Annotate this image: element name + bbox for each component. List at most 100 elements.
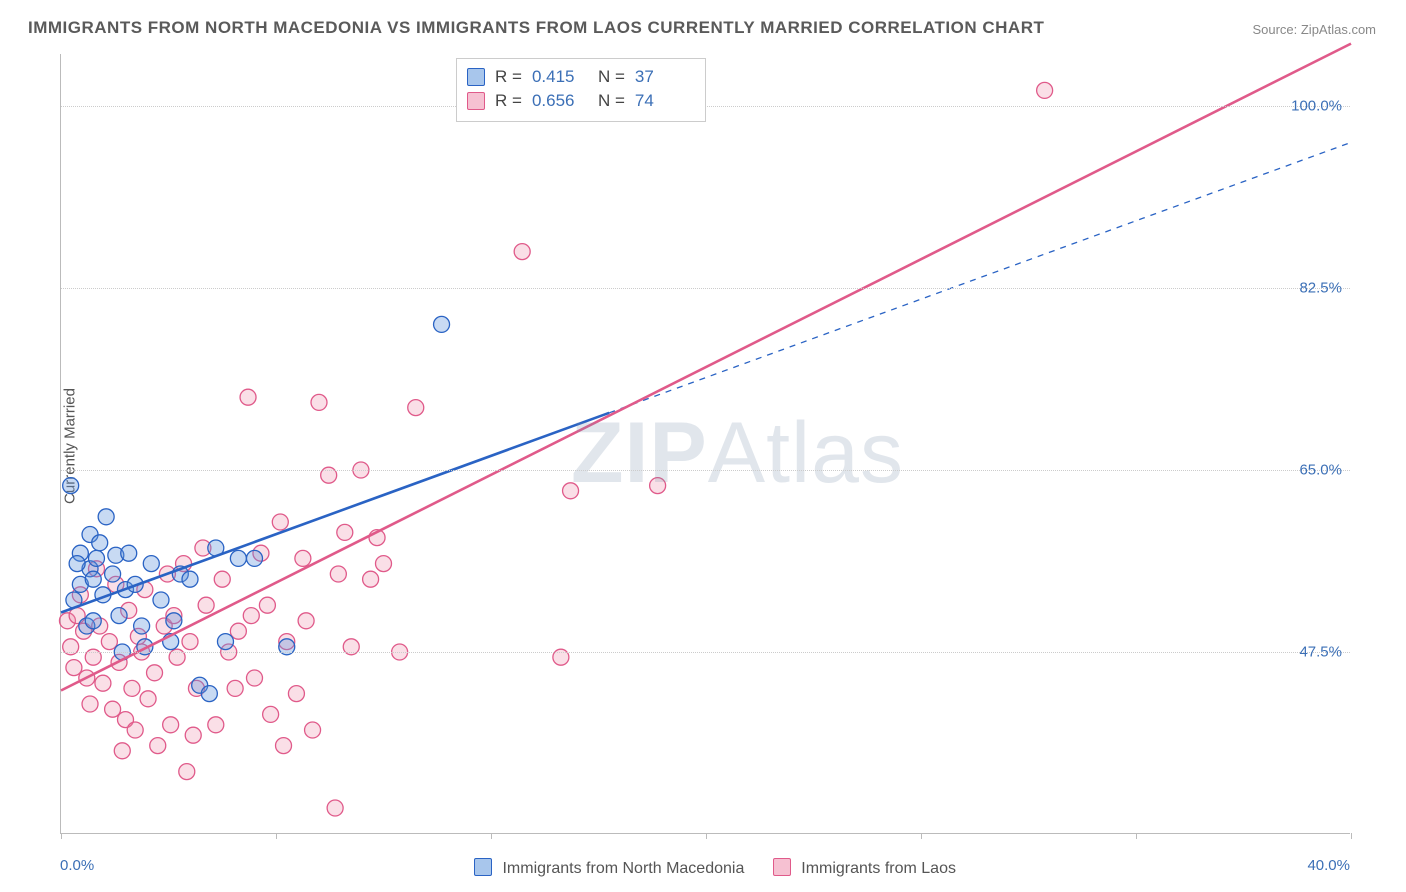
legend-swatch-macedonia (474, 858, 492, 876)
data-point (198, 597, 214, 613)
data-point (240, 389, 256, 405)
source-attribution: Source: ZipAtlas.com (1252, 22, 1376, 37)
data-point (259, 597, 275, 613)
data-point (276, 738, 292, 754)
data-point (305, 722, 321, 738)
x-tick (61, 833, 62, 839)
data-point (330, 566, 346, 582)
data-point (88, 550, 104, 566)
data-point (311, 394, 327, 410)
stats-n-label: N = (598, 91, 625, 111)
data-point (1037, 82, 1053, 98)
data-point (230, 550, 246, 566)
chart-plot-area: ZIPAtlas 47.5%65.0%82.5%100.0% (60, 54, 1350, 834)
data-point (263, 706, 279, 722)
data-point (101, 634, 117, 650)
trend-line (61, 413, 609, 613)
data-point (247, 670, 263, 686)
y-tick-label: 65.0% (1299, 462, 1342, 479)
stats-n-value: 37 (635, 67, 691, 87)
data-point (105, 566, 121, 582)
stats-row: R = 0.415 N = 37 (467, 65, 691, 89)
data-point (134, 618, 150, 634)
x-tick (706, 833, 707, 839)
data-point (272, 514, 288, 530)
data-point (182, 571, 198, 587)
data-point (288, 686, 304, 702)
data-point (121, 545, 137, 561)
scatter-svg (61, 54, 1351, 834)
stats-r-value: 0.415 (532, 67, 588, 87)
data-point (327, 800, 343, 816)
chart-title: IMMIGRANTS FROM NORTH MACEDONIA VS IMMIG… (28, 18, 1044, 38)
stats-r-label: R = (495, 67, 522, 87)
data-point (85, 571, 101, 587)
x-tick (1351, 833, 1352, 839)
data-point (185, 727, 201, 743)
correlation-stats-box: R = 0.415 N = 37 R = 0.656 N = 74 (456, 58, 706, 122)
trend-line (61, 44, 1351, 691)
data-point (434, 316, 450, 332)
data-point (247, 550, 263, 566)
data-point (179, 764, 195, 780)
x-tick (276, 833, 277, 839)
data-point (217, 634, 233, 650)
bottom-legend: Immigrants from North Macedonia Immigran… (0, 858, 1406, 878)
data-point (66, 660, 82, 676)
stats-swatch (467, 92, 485, 110)
y-tick-label: 100.0% (1291, 98, 1342, 115)
legend-label-macedonia: Immigrants from North Macedonia (502, 860, 744, 877)
data-point (166, 613, 182, 629)
data-point (95, 675, 111, 691)
data-point (337, 524, 353, 540)
data-point (163, 717, 179, 733)
data-point (363, 571, 379, 587)
gridline (61, 470, 1350, 471)
stats-r-label: R = (495, 91, 522, 111)
stats-r-value: 0.656 (532, 91, 588, 111)
data-point (201, 686, 217, 702)
data-point (650, 478, 666, 494)
data-point (298, 613, 314, 629)
x-tick (921, 833, 922, 839)
data-point (92, 535, 108, 551)
data-point (147, 665, 163, 681)
stats-n-label: N = (598, 67, 625, 87)
data-point (63, 478, 79, 494)
x-tick (1136, 833, 1137, 839)
data-point (208, 717, 224, 733)
stats-row: R = 0.656 N = 74 (467, 89, 691, 113)
data-point (153, 592, 169, 608)
gridline (61, 652, 1350, 653)
data-point (563, 483, 579, 499)
data-point (376, 556, 392, 572)
legend-label-laos: Immigrants from Laos (801, 860, 956, 877)
data-point (295, 550, 311, 566)
stats-swatch (467, 68, 485, 86)
data-point (182, 634, 198, 650)
data-point (140, 691, 156, 707)
stats-n-value: 74 (635, 91, 691, 111)
data-point (114, 743, 130, 759)
legend-swatch-laos (773, 858, 791, 876)
data-point (143, 556, 159, 572)
data-point (69, 556, 85, 572)
data-point (150, 738, 166, 754)
y-tick-label: 82.5% (1299, 280, 1342, 297)
data-point (105, 701, 121, 717)
data-point (243, 608, 259, 624)
x-tick (491, 833, 492, 839)
data-point (127, 722, 143, 738)
data-point (230, 623, 246, 639)
y-tick-label: 47.5% (1299, 644, 1342, 661)
data-point (85, 613, 101, 629)
data-point (98, 509, 114, 525)
data-point (408, 400, 424, 416)
data-point (124, 680, 140, 696)
gridline (61, 288, 1350, 289)
data-point (227, 680, 243, 696)
data-point (82, 696, 98, 712)
data-point (214, 571, 230, 587)
data-point (111, 608, 127, 624)
trend-line-extrapolated (609, 142, 1351, 412)
